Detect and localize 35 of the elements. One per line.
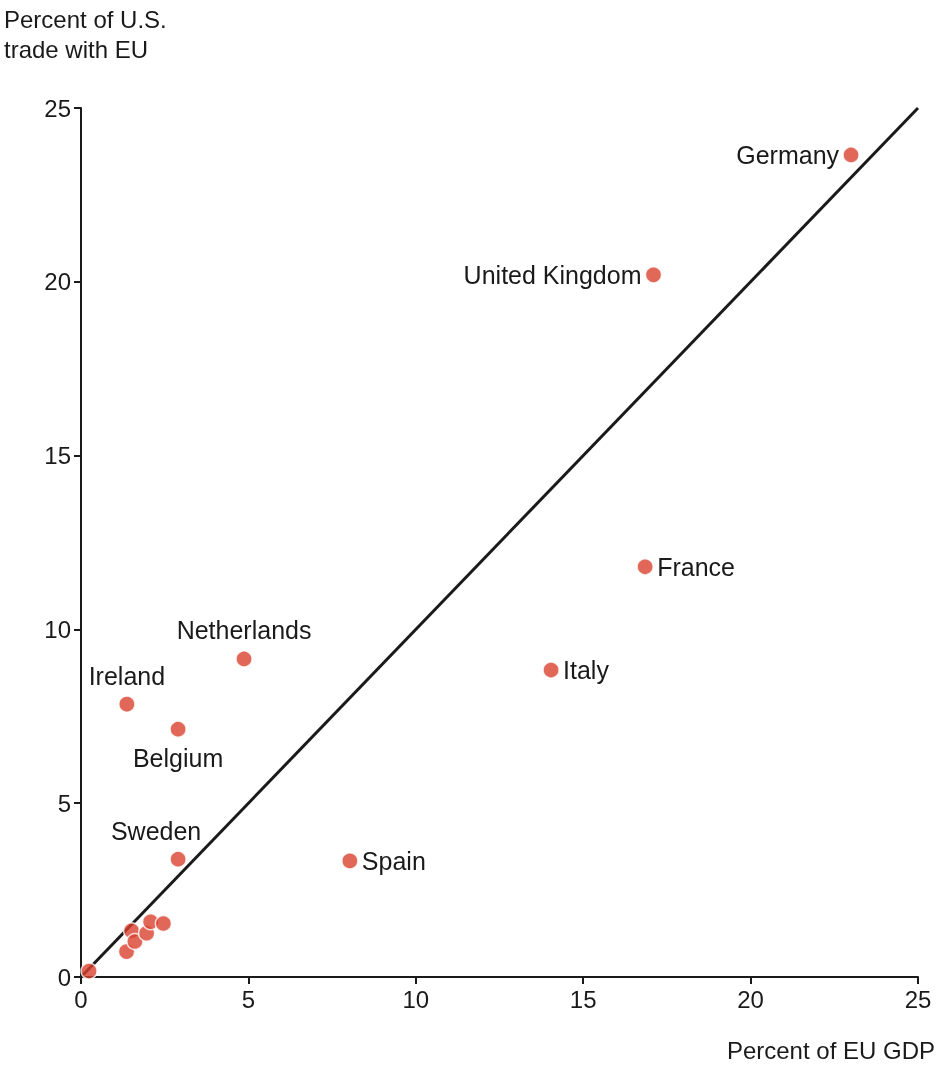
annotation: Sweden [110,816,202,845]
x-axis-title: Percent of EU GDP [726,1036,935,1064]
point [169,850,187,868]
x-tick-label: 15 [569,985,597,1013]
x-tick-label: 0 [74,985,88,1013]
y-tick-label: 20 [44,268,71,296]
point [542,661,560,679]
annotation: Germany [736,140,840,169]
annotation: Netherlands [176,616,312,645]
y-tick-label: 10 [44,615,71,643]
point [80,962,98,980]
point [842,146,860,164]
point [636,558,654,576]
point [341,852,359,870]
x-tick-label: 5 [241,985,256,1013]
point [118,695,136,713]
point [154,914,173,933]
point [235,650,253,668]
y-tick-label: 25 [44,94,71,122]
x-tick-label: 10 [402,985,430,1013]
point [126,932,144,951]
y-tick-label: 5 [57,789,71,817]
y-tick-label: 15 [44,442,71,470]
annotation: Italy [563,656,610,685]
annotation: Ireland [88,661,166,690]
point [169,720,187,738]
x-tick-label: 20 [737,985,764,1013]
annotation: United Kingdom [463,260,642,289]
annotation: Spain [361,846,426,875]
annotation: Belgium [132,743,224,772]
y-tick-label: 0 [57,963,71,991]
point [644,266,663,284]
annotation: France [657,552,735,581]
y-axis-title: Percent of U.S. trade with EU [4,5,167,63]
x-tick-label: 25 [904,985,932,1013]
